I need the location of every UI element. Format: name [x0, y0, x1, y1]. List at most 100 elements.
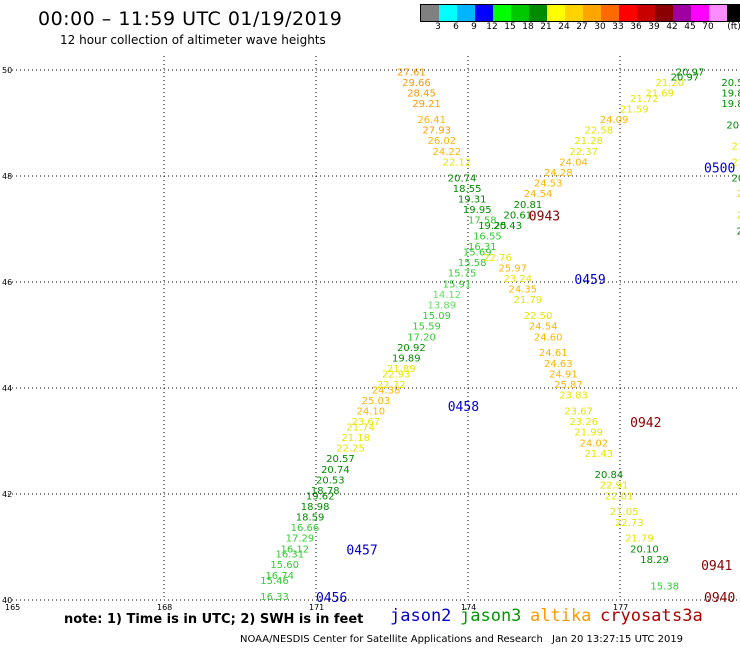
- wave-height-value: 27.61: [397, 67, 426, 78]
- lon-tick-label: 168: [157, 603, 172, 612]
- wave-height-value: 23.67: [564, 407, 593, 418]
- lon-tick-label: 177: [613, 603, 628, 612]
- wave-height-value: 20.55: [721, 78, 740, 89]
- colorbar-swatch: [709, 5, 727, 21]
- wave-height-value: 22.25: [336, 444, 365, 455]
- wave-height-value: 18.98: [301, 502, 330, 513]
- wave-height-value: 17.29: [286, 534, 315, 545]
- wave-height-value: 20.10: [630, 544, 659, 555]
- wave-height-value: 24.54: [529, 322, 558, 333]
- colorbar-swatch: [619, 5, 637, 21]
- wave-height-value: 21.89: [387, 364, 416, 375]
- colorbar-label: 39: [648, 22, 660, 32]
- axis-tick-labels: 40 42 44 46 48 50 165 168 171 174 177: [2, 66, 628, 612]
- colorbar-label: 24: [558, 22, 570, 32]
- colorbar-label: (ft): [727, 22, 740, 32]
- wave-height-value: 22.01: [605, 491, 634, 502]
- lat-tick-label: 40: [2, 596, 12, 605]
- units-note: note: 1) Time is in UTC; 2) SWH is in fe…: [64, 612, 364, 627]
- wave-height-value: 25.03: [362, 396, 391, 407]
- wave-height-value: 20.60: [731, 173, 740, 184]
- colorbar-swatch: [727, 5, 740, 21]
- track-values: 16.3315.4616.7415.6016.3116.1217.2916.66…: [260, 67, 740, 603]
- pass-time-label: 0942: [630, 416, 661, 431]
- credit-text: NOAA/NESDIS Center for Satellite Applica…: [240, 634, 543, 645]
- wave-height-value: 22.76: [483, 253, 512, 264]
- wave-height-value: 15.59: [412, 322, 441, 333]
- wave-height-colorbar: [420, 4, 740, 22]
- chart-subtitle: 12 hour collection of altimeter wave hei…: [60, 33, 326, 47]
- colorbar-label: 6: [453, 22, 459, 32]
- wave-height-value: 21.79: [625, 534, 654, 545]
- wave-height-value: 28.45: [407, 89, 436, 100]
- wave-height-value: 15.58: [458, 258, 487, 269]
- colorbar-swatch: [493, 5, 511, 21]
- wave-height-value: 24.22: [433, 147, 462, 158]
- wave-height-value: 23.67: [351, 417, 380, 428]
- lat-tick-label: 50: [2, 66, 12, 75]
- lat-tick-label: 46: [2, 278, 12, 287]
- wave-height-value: 17.20: [407, 332, 436, 343]
- wave-height-value: 20.74: [448, 173, 477, 184]
- wave-height-value: 19.81: [721, 89, 740, 100]
- wave-height-value: 21.74: [346, 422, 375, 433]
- wave-height-value: 25.87: [554, 380, 583, 391]
- wave-height-value: 20.97: [671, 73, 700, 84]
- pass-time-label: 0941: [701, 559, 732, 574]
- wave-height-value: 24.38: [372, 385, 401, 396]
- wave-height-value: 21.10: [731, 157, 740, 168]
- wave-height-value: 13.89: [427, 301, 456, 312]
- wave-height-value: 24.60: [534, 332, 563, 343]
- colorbar-label: 36: [630, 22, 642, 32]
- wave-height-value: 21.40: [737, 189, 740, 200]
- wave-height-value: 19.95: [463, 205, 492, 216]
- wave-height-value: 20.84: [595, 470, 624, 481]
- colorbar-label: 21: [540, 22, 552, 32]
- wave-height-value: 15.60: [270, 560, 299, 571]
- wave-height-value: 22.12: [443, 157, 472, 168]
- wave-height-value: 20.38: [726, 120, 740, 131]
- wave-height-value: 16.55: [473, 232, 502, 243]
- colorbar-swatch: [601, 5, 619, 21]
- colorbar-swatch: [691, 5, 709, 21]
- wave-height-value: 27.93: [422, 126, 451, 137]
- wave-height-value: 18.59: [296, 513, 325, 524]
- wave-height-value: 20.61: [503, 210, 532, 221]
- pass-time-label: 0458: [448, 400, 479, 415]
- colorbar-label: 18: [522, 22, 534, 32]
- pass-time-label: 0500: [704, 162, 735, 177]
- pass-time-label: 0457: [346, 543, 377, 558]
- wave-height-value: 24.10: [357, 407, 386, 418]
- wave-height-value: 19.81: [721, 99, 740, 110]
- colorbar-label: 30: [594, 22, 606, 32]
- wave-height-value: 15.91: [443, 279, 472, 290]
- wave-height-value: 22.37: [569, 147, 598, 158]
- wave-height-value: 21.43: [585, 449, 614, 460]
- colorbar-swatch: [439, 5, 457, 21]
- wave-height-value: 16.31: [468, 242, 497, 253]
- wave-height-value: 19.62: [306, 491, 335, 502]
- colorbar-swatch: [511, 5, 529, 21]
- wave-height-value: 16.74: [265, 571, 294, 582]
- legend-jason3: jason3: [460, 606, 522, 626]
- colorbar-swatch: [547, 5, 565, 21]
- pass-time-label: 0459: [574, 273, 605, 288]
- wave-height-value: 20.92: [397, 343, 426, 354]
- wave-height-value: 22.93: [382, 369, 411, 380]
- wave-height-value: 21.99: [574, 428, 603, 439]
- generated-timestamp: Jan 20 13:27:15 UTC 2019: [552, 634, 684, 645]
- colorbar-label: 42: [666, 22, 678, 32]
- wave-height-value: 15.46: [260, 576, 289, 587]
- wave-height-value: 21.59: [620, 104, 649, 115]
- wave-height-value: 19.31: [458, 195, 487, 206]
- wave-height-value: 14.12: [433, 290, 462, 301]
- colorbar-label: 45: [684, 22, 696, 32]
- wave-height-value: 19.89: [392, 354, 421, 365]
- colorbar-label: 3: [435, 22, 441, 32]
- wave-height-value: 15.69: [463, 248, 492, 259]
- wave-height-value: 21.20: [655, 78, 684, 89]
- lon-tick-label: 174: [461, 603, 476, 612]
- wave-height-value: 21.18: [341, 433, 370, 444]
- wave-height-value: 24.09: [600, 115, 629, 126]
